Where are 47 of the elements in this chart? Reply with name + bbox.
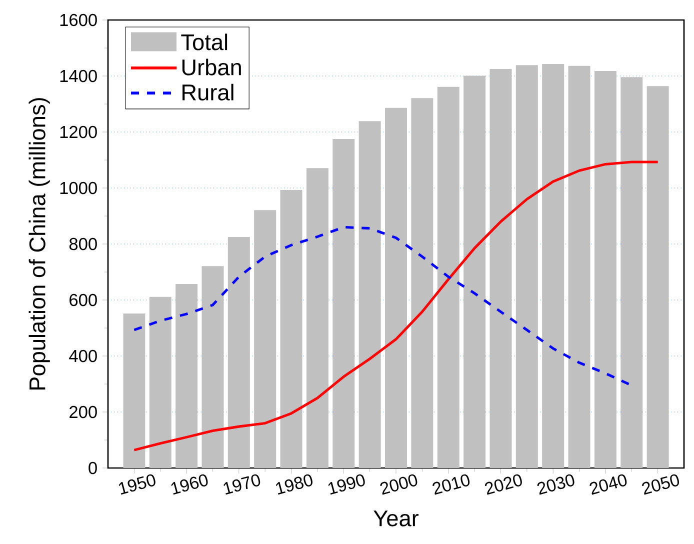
x-tick-label: 2040 [590,474,627,495]
x-tick-label: 1980 [276,474,312,495]
bar [149,296,172,468]
y-tick-label: 600 [70,294,97,306]
y-tick-label: 800 [69,238,97,250]
x-tick-label: 2000 [380,474,418,495]
legend-label: Rural [182,84,234,100]
x-tick-label: 2030 [537,474,574,495]
bar [411,98,434,468]
x-tick-label: 1990 [328,474,365,495]
x-tick-label: 1960 [171,474,208,495]
y-axis-title: Population of China (millions) [28,98,50,390]
y-tick-label: 1000 [60,182,97,194]
bar [176,284,198,468]
bar [385,108,407,468]
bar [594,70,616,468]
x-tick-label: 2050 [642,474,680,495]
x-tick-label: 1950 [118,474,156,495]
x-axis-title: Year [374,510,419,526]
legend-label: Total [181,34,228,50]
bar [358,121,381,468]
legend-label: Urban [182,58,241,76]
bar [254,210,276,468]
y-tick-label: 200 [70,406,97,418]
bar [516,65,538,468]
x-tick-label: 2020 [484,474,522,495]
line-series [132,160,660,452]
bar [280,190,302,468]
bar [490,69,512,468]
bar [620,77,643,468]
x-tick-label: 2010 [432,474,470,495]
bar [646,86,669,468]
y-tick-label: 1400 [60,70,97,82]
bar [123,313,146,468]
bar [202,266,224,468]
bar [464,76,486,468]
bar [542,64,564,468]
bar [437,86,460,468]
bar [568,66,590,468]
y-tick-label: 1600 [60,14,97,26]
bar [306,168,328,468]
y-tick-label: 0 [88,462,97,474]
bar [228,237,250,468]
bar [332,139,355,468]
y-tick-label: 1200 [60,126,97,138]
y-tick-label: 400 [69,350,97,362]
x-tick-label: 1970 [224,474,260,495]
